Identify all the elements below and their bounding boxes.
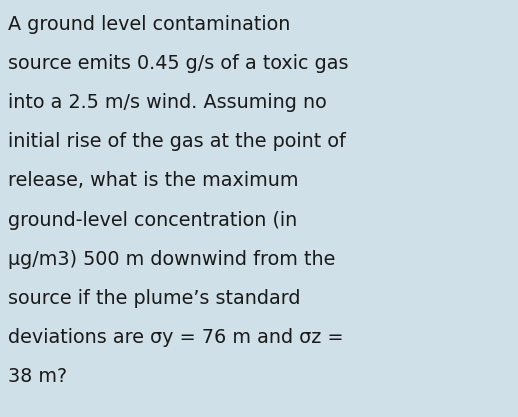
Text: initial rise of the gas at the point of: initial rise of the gas at the point of [8, 132, 346, 151]
Text: μg/m3) 500 m downwind from the: μg/m3) 500 m downwind from the [8, 250, 335, 269]
Text: source emits 0.45 g/s of a toxic gas: source emits 0.45 g/s of a toxic gas [8, 54, 348, 73]
Text: into a 2.5 m/s wind. Assuming no: into a 2.5 m/s wind. Assuming no [8, 93, 326, 112]
Text: 38 m?: 38 m? [8, 367, 67, 387]
Text: release, what is the maximum: release, what is the maximum [8, 171, 298, 191]
Text: deviations are σy = 76 m and σz =: deviations are σy = 76 m and σz = [8, 328, 343, 347]
Text: source if the plume’s standard: source if the plume’s standard [8, 289, 300, 308]
Text: ground-level concentration (in: ground-level concentration (in [8, 211, 297, 230]
Text: A ground level contamination: A ground level contamination [8, 15, 290, 34]
